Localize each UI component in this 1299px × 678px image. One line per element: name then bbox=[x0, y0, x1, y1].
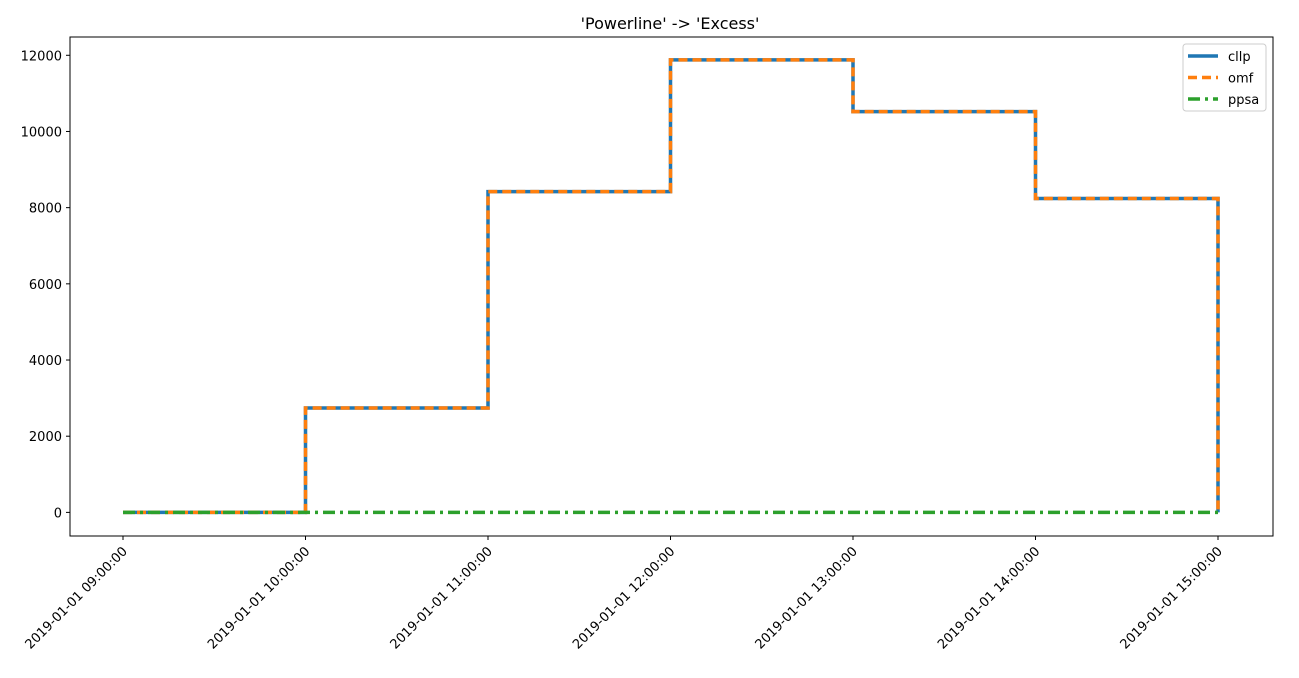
series-line-omf bbox=[123, 58, 1220, 515]
y-tick-label: 12000 bbox=[21, 49, 62, 64]
plot-frame bbox=[69, 36, 1274, 537]
legend-label-cllp: cllp bbox=[1228, 50, 1251, 65]
y-tick-label: 2000 bbox=[29, 430, 62, 445]
y-tick-label: 0 bbox=[54, 506, 62, 521]
x-tick-label: 2019-01-01 13:00:00 bbox=[753, 544, 861, 652]
y-axis: 0 2000 4000 6000 8000 10000 12000 bbox=[21, 49, 70, 521]
y-tick-label: 4000 bbox=[29, 354, 62, 369]
legend-label-ppsa: ppsa bbox=[1228, 93, 1259, 108]
legend: cllp omf ppsa bbox=[1182, 43, 1267, 112]
x-tick-label: 2019-01-01 09:00:00 bbox=[23, 544, 131, 652]
series-lines bbox=[123, 58, 1220, 515]
x-tick-label: 2019-01-01 10:00:00 bbox=[205, 544, 313, 652]
x-tick-label: 2019-01-01 15:00:00 bbox=[1118, 544, 1226, 652]
y-tick-label: 10000 bbox=[21, 125, 62, 140]
chart-title: 'Powerline' -> 'Excess' bbox=[581, 14, 760, 33]
legend-label-omf: omf bbox=[1228, 72, 1254, 87]
x-tick-label: 2019-01-01 11:00:00 bbox=[388, 544, 496, 652]
y-tick-label: 6000 bbox=[29, 278, 62, 293]
legend-box bbox=[1182, 43, 1267, 112]
x-tick-label: 2019-01-01 12:00:00 bbox=[570, 544, 678, 652]
x-tick-label: 2019-01-01 14:00:00 bbox=[935, 544, 1043, 652]
x-axis: 2019-01-01 09:00:00 2019-01-01 10:00:00 20… bbox=[23, 536, 1226, 652]
y-tick-label: 8000 bbox=[29, 202, 62, 217]
